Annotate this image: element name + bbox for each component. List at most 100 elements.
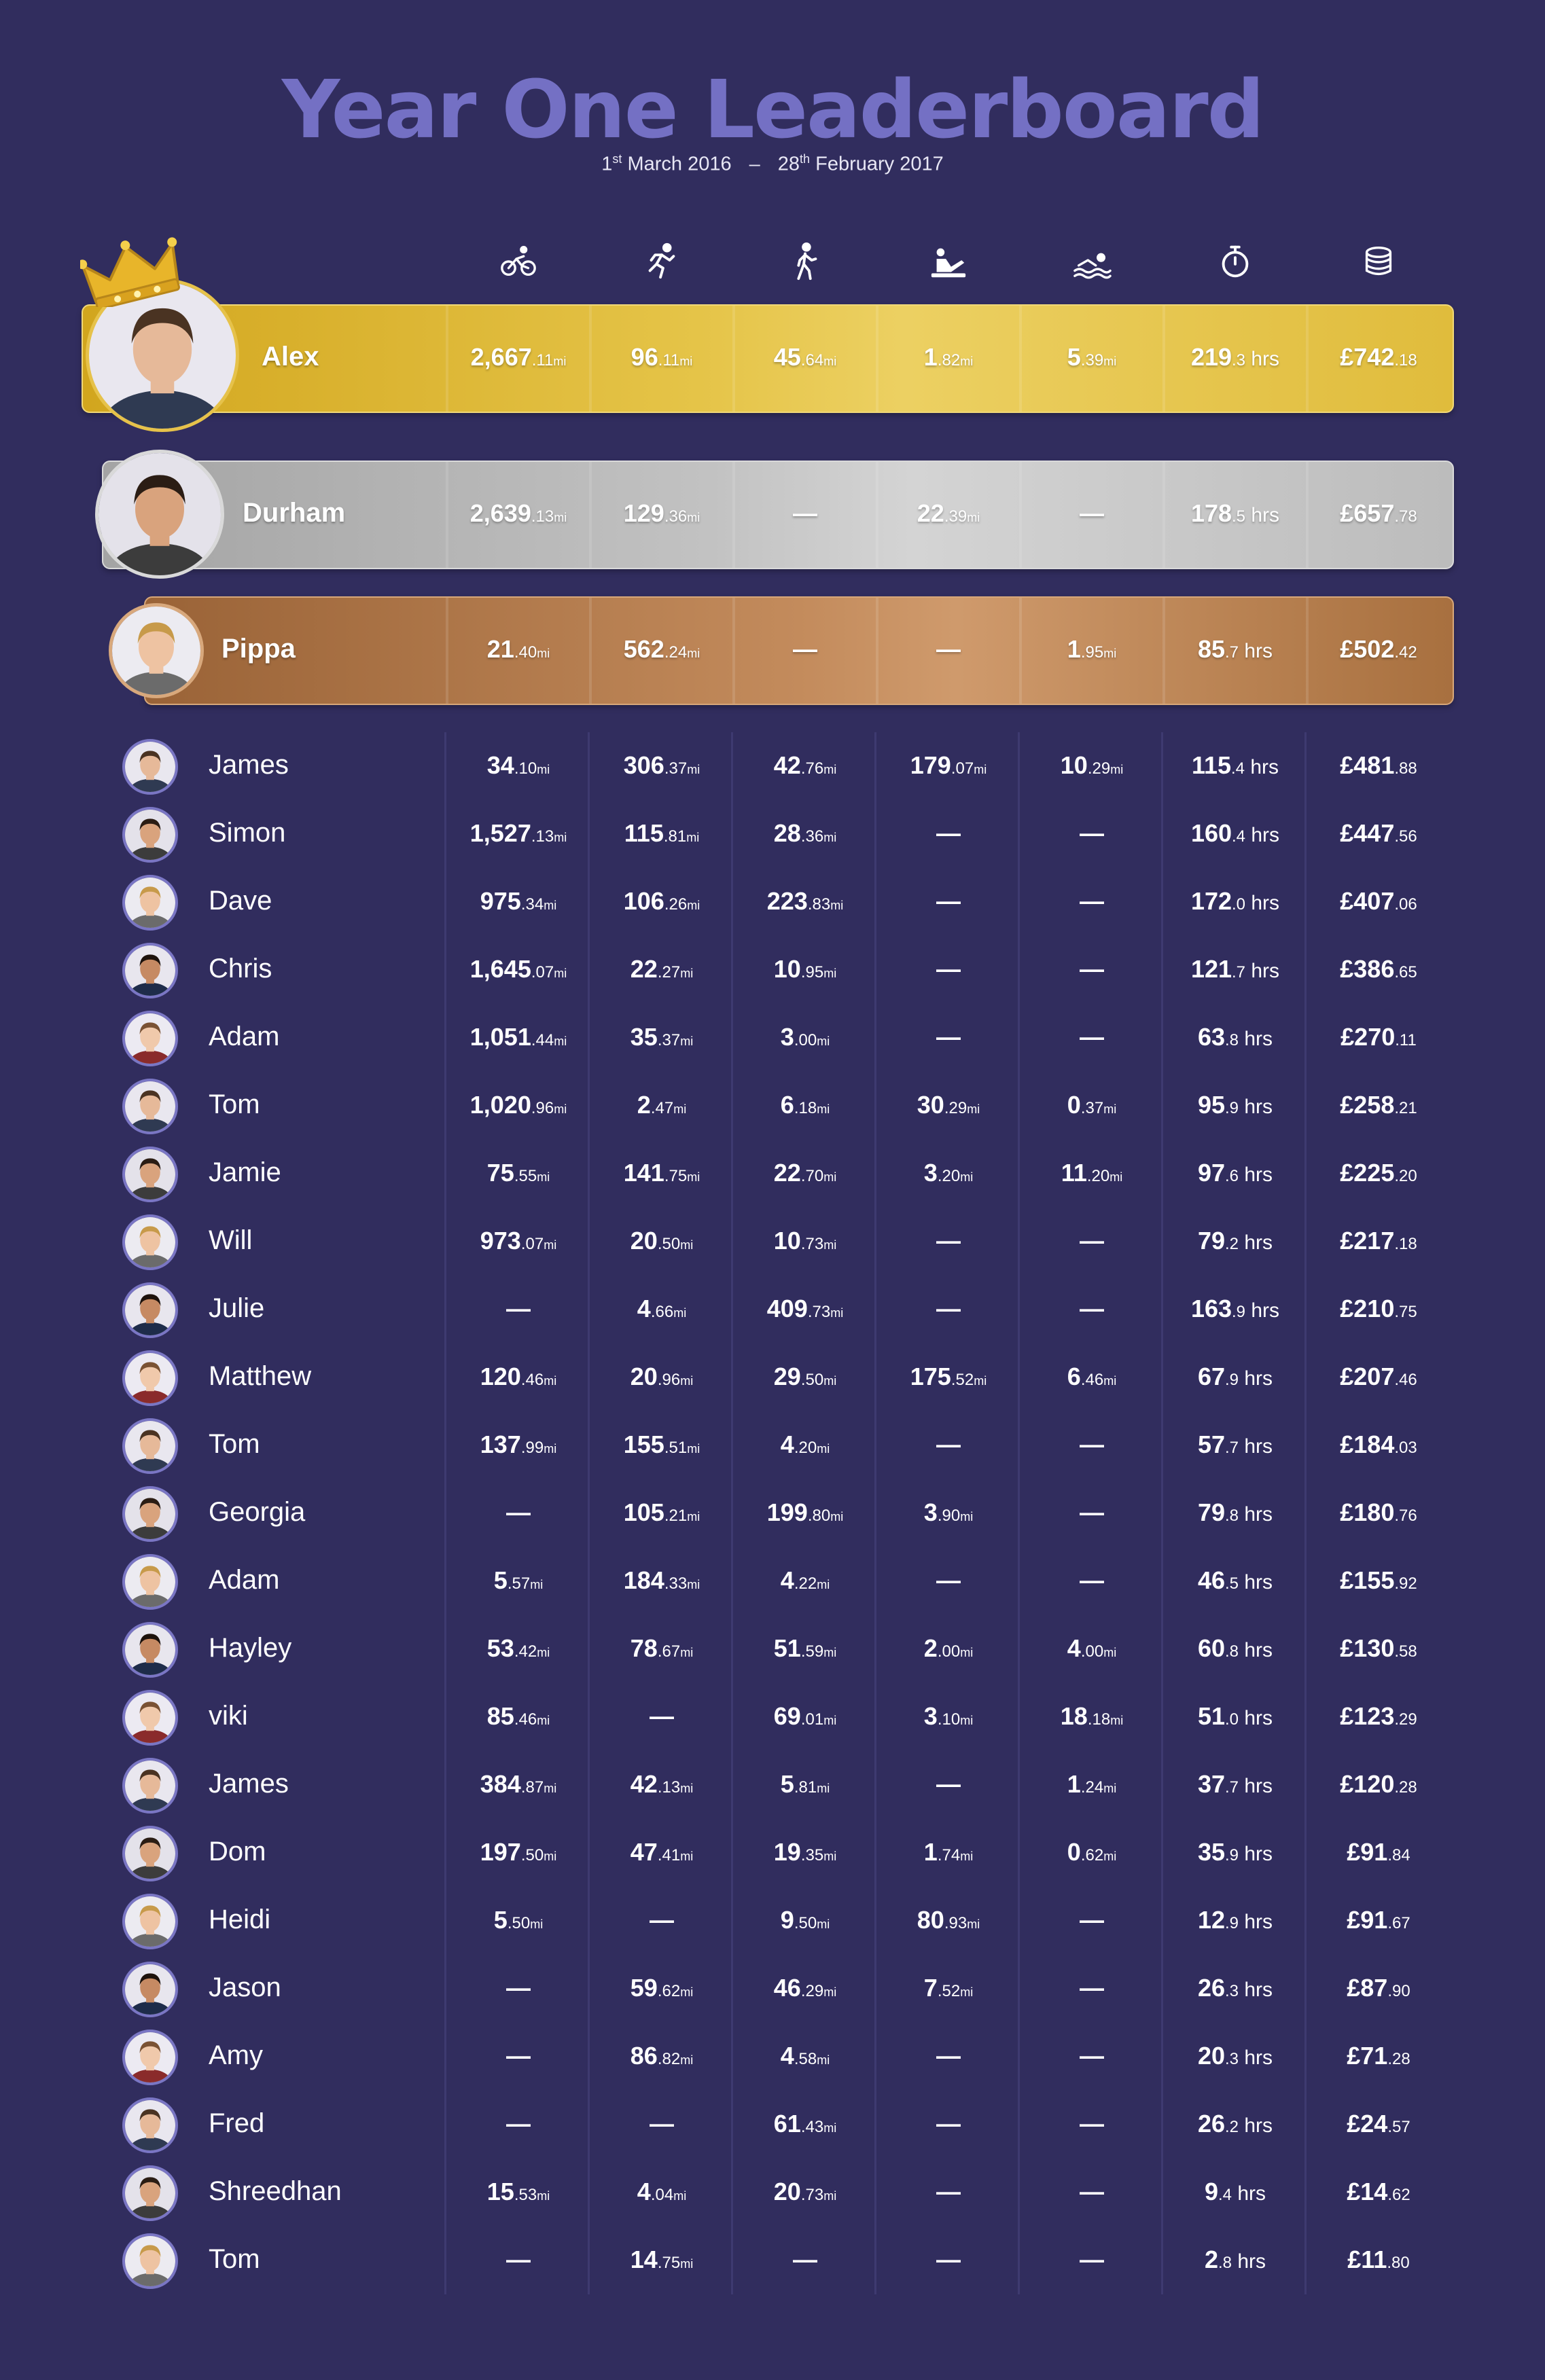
row-name: Shreedhan bbox=[209, 2176, 342, 2206]
value-unit: mi bbox=[680, 2257, 694, 2271]
value-main: 1 bbox=[923, 343, 938, 371]
value-decimal: .80 bbox=[807, 1507, 831, 1525]
value-unit: mi bbox=[680, 967, 694, 980]
value-main: 37 bbox=[1197, 1770, 1225, 1798]
cycle-icon bbox=[446, 241, 590, 282]
value-main: 79 bbox=[1197, 1498, 1225, 1526]
value-decimal: .07 bbox=[520, 1235, 544, 1253]
value-main: 2,639 bbox=[469, 499, 531, 527]
value-unit: mi bbox=[974, 763, 987, 776]
row-value: — bbox=[446, 1974, 590, 2002]
value-main: 47 bbox=[630, 1838, 658, 1866]
row-value: 973.07mi bbox=[446, 1227, 590, 1255]
value-decimal: .35 bbox=[800, 1846, 824, 1864]
value-main: — bbox=[1080, 1430, 1104, 1458]
avatar bbox=[122, 943, 178, 998]
value-decimal: .70 bbox=[800, 1167, 824, 1185]
row-value: 141.75mi bbox=[590, 1159, 734, 1187]
row-name: Georgia bbox=[209, 1497, 306, 1527]
value-unit: hrs bbox=[1245, 756, 1279, 778]
value-main: 95 bbox=[1197, 1091, 1225, 1119]
row-value: — bbox=[1020, 819, 1164, 848]
value-unit: hrs bbox=[1239, 1843, 1273, 1865]
row-value: — bbox=[733, 2246, 877, 2274]
value-main: 35 bbox=[630, 1023, 658, 1051]
column-divider bbox=[1162, 306, 1165, 412]
value-decimal: .95 bbox=[800, 963, 824, 981]
value-main: 129 bbox=[623, 499, 664, 527]
row-value: 97.6 hrs bbox=[1163, 1159, 1307, 1187]
value-main: 22 bbox=[630, 955, 658, 983]
row-value: £123.29 bbox=[1307, 1702, 1451, 1731]
table-row: James 384.87mi 42.13mi 5.81mi —1.24mi 37.7 hr… bbox=[0, 1751, 1545, 1819]
value-unit: mi bbox=[544, 1782, 557, 1795]
value-main: 973 bbox=[480, 1227, 521, 1255]
value-decimal: .62 bbox=[1387, 2186, 1410, 2204]
value-decimal: .62 bbox=[1080, 1846, 1104, 1864]
row-value: 20.3 hrs bbox=[1163, 2042, 1307, 2070]
value-main: 80 bbox=[917, 1906, 944, 1934]
row-value: 28.36mi bbox=[733, 819, 877, 848]
value-unit: mi bbox=[967, 1917, 980, 1931]
value-unit: mi bbox=[830, 1306, 844, 1320]
row-name: Hayley bbox=[209, 1633, 292, 1663]
row-value: 155.51mi bbox=[590, 1430, 734, 1459]
row-value: 79.2 hrs bbox=[1163, 1227, 1307, 1255]
row-value: 3.10mi bbox=[876, 1702, 1020, 1731]
value-unit: hrs bbox=[1232, 2250, 1266, 2273]
row-value: 14.75mi bbox=[590, 2246, 734, 2274]
column-divider bbox=[1019, 306, 1022, 412]
row-value: — bbox=[876, 2110, 1020, 2138]
column-divider bbox=[732, 598, 735, 704]
value-main: 85 bbox=[486, 1702, 514, 1730]
row-value: 42.76mi bbox=[733, 751, 877, 780]
value-decimal: .92 bbox=[1394, 1574, 1417, 1593]
value-decimal: .76 bbox=[800, 759, 824, 778]
value-unit: mi bbox=[960, 1170, 974, 1184]
value-unit: mi bbox=[687, 1442, 700, 1456]
value-unit: mi bbox=[687, 511, 700, 524]
row-value: 79.8 hrs bbox=[1163, 1498, 1307, 1527]
value-unit: mi bbox=[1110, 763, 1124, 776]
value-decimal: .75 bbox=[664, 1167, 688, 1185]
row-value: £270.11 bbox=[1307, 1023, 1451, 1051]
avatar bbox=[122, 1826, 178, 1881]
podium-value: £742.18 bbox=[1307, 343, 1451, 372]
row-value: — bbox=[1020, 955, 1164, 984]
value-main: — bbox=[936, 1770, 961, 1798]
value-main: — bbox=[1080, 1974, 1104, 2002]
row-value: 5.57mi bbox=[446, 1566, 590, 1595]
value-main: — bbox=[1080, 1295, 1104, 1322]
value-main: 60 bbox=[1197, 1634, 1225, 1662]
value-decimal: .20 bbox=[794, 1439, 817, 1457]
value-decimal: .7 bbox=[1225, 643, 1239, 662]
row-value: 199.80mi bbox=[733, 1498, 877, 1527]
row-value: 2.00mi bbox=[876, 1634, 1020, 1663]
value-unit: mi bbox=[687, 647, 700, 660]
avatar bbox=[122, 1486, 178, 1542]
podium-name: Pippa bbox=[221, 634, 296, 664]
value-unit: mi bbox=[687, 1510, 700, 1523]
value-main: 21 bbox=[486, 635, 514, 663]
value-main: — bbox=[793, 499, 817, 527]
value-main: 67 bbox=[1197, 1363, 1225, 1390]
value-main: 1 bbox=[923, 1838, 938, 1866]
value-main: 14 bbox=[630, 2246, 658, 2273]
row-value: — bbox=[1020, 1906, 1164, 1934]
column-divider bbox=[874, 732, 876, 2294]
podium-value: 562.24mi bbox=[590, 635, 734, 664]
value-main: 3 bbox=[923, 1702, 938, 1730]
value-main: 2,667 bbox=[470, 343, 532, 371]
value-unit: hrs bbox=[1239, 1911, 1273, 1933]
value-decimal: .75 bbox=[1394, 1303, 1417, 1321]
row-value: £225.20 bbox=[1307, 1159, 1451, 1187]
value-main: 4 bbox=[1067, 1634, 1081, 1662]
row-name: Chris bbox=[209, 954, 272, 984]
value-main: 46 bbox=[773, 1974, 801, 2002]
value-decimal: .50 bbox=[520, 1846, 544, 1864]
avatar bbox=[122, 1622, 178, 1678]
column-divider bbox=[1018, 732, 1020, 2294]
value-main: 105 bbox=[623, 1498, 664, 1526]
value-unit: mi bbox=[1109, 1170, 1123, 1184]
column-divider bbox=[444, 732, 446, 2294]
